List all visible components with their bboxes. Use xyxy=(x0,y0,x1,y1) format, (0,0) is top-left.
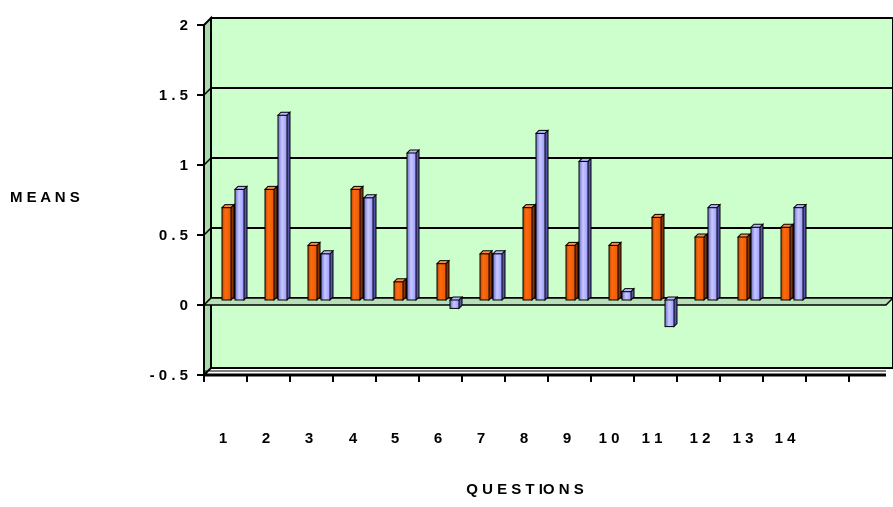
y-tick-label: 1 xyxy=(180,157,188,174)
bar-s1-q7 xyxy=(480,254,489,300)
bar-side-s2-q4 xyxy=(373,195,376,300)
x-tick-label: 8 xyxy=(520,430,528,447)
bar-side-s2-q7 xyxy=(502,251,505,300)
bar-s2-q7 xyxy=(493,254,502,300)
bar-s2-q10 xyxy=(622,292,631,300)
bar-side-s1-q12 xyxy=(704,234,707,300)
y-tick-label: 0 . 5 xyxy=(159,227,188,244)
bar-s2-q13 xyxy=(751,227,760,300)
bar-s2-q4 xyxy=(364,198,373,300)
bar-s2-q6 xyxy=(450,300,459,308)
bar-s1-q6 xyxy=(437,264,446,300)
bar-side-s1-q11 xyxy=(661,214,664,300)
bar-side-s1-q6 xyxy=(446,261,449,300)
bar-s1-q13 xyxy=(738,237,747,300)
bar-side-s2-q12 xyxy=(717,205,720,300)
x-tick-label: 1 1 xyxy=(642,430,663,447)
bar-side-s1-q9 xyxy=(575,242,578,300)
bar-side-s2-q1 xyxy=(244,186,247,300)
bar-s2-q8 xyxy=(536,133,545,300)
bar-side-s1-q2 xyxy=(274,186,277,300)
bar-side-s1-q10 xyxy=(618,242,621,300)
bar-side-s1-q3 xyxy=(317,242,320,300)
bar-s1-q2 xyxy=(265,189,274,300)
y-axis-title: M E A N S xyxy=(10,189,80,206)
x-tick-label: 1 0 xyxy=(599,430,620,447)
bar-s2-q3 xyxy=(321,254,330,300)
x-tick-label: 1 4 xyxy=(775,430,797,447)
x-tick-label: 1 xyxy=(219,430,227,447)
x-tick-label: 2 xyxy=(262,430,270,447)
bar-s1-q14 xyxy=(781,227,790,300)
bar-side-s1-q1 xyxy=(231,205,234,300)
bar-s1-q11 xyxy=(652,217,661,300)
bar-side-s1-q4 xyxy=(360,186,363,300)
bar-s2-q12 xyxy=(708,208,717,300)
plot-side-wall xyxy=(204,18,211,375)
y-tick-label: - 0 . 5 xyxy=(150,367,188,384)
x-tick-label: 7 xyxy=(477,430,485,447)
bar-s2-q11 xyxy=(665,300,674,327)
plot-back-wall xyxy=(211,18,893,368)
x-tick-label: 9 xyxy=(563,430,571,447)
bar-s2-q14 xyxy=(794,208,803,300)
bar-s1-q3 xyxy=(308,245,317,300)
bar-s2-q1 xyxy=(235,189,244,300)
x-tick-label: 1 2 xyxy=(690,430,711,447)
bar-s1-q9 xyxy=(566,245,575,300)
x-tick-label: 4 xyxy=(349,430,358,447)
bar-side-s2-q8 xyxy=(545,130,548,300)
bar-side-s2-q11 xyxy=(674,297,677,327)
x-tick-label: 6 xyxy=(434,430,442,447)
bar-s1-q12 xyxy=(695,237,704,300)
bar-side-s2-q13 xyxy=(760,224,763,300)
bar-s2-q9 xyxy=(579,161,588,300)
bar-side-s1-q5 xyxy=(403,279,406,300)
bar-s1-q10 xyxy=(609,245,618,300)
bar-side-s2-q14 xyxy=(803,205,806,300)
bar-s2-q5 xyxy=(407,153,416,300)
bar-side-s1-q14 xyxy=(790,224,793,300)
bar-s1-q1 xyxy=(222,208,231,300)
bar-side-s2-q9 xyxy=(588,158,591,300)
x-tick-label: 5 xyxy=(391,430,399,447)
bar-s1-q5 xyxy=(394,282,403,300)
y-tick-label: 1 . 5 xyxy=(159,87,188,104)
bar-side-s1-q7 xyxy=(489,251,492,300)
bar-s1-q4 xyxy=(351,189,360,300)
bar-side-s2-q2 xyxy=(287,112,290,300)
bar-s1-q8 xyxy=(523,208,532,300)
x-tick-label: 1 3 xyxy=(733,430,754,447)
x-axis-title: Q U E S T IO N S xyxy=(466,481,584,498)
bar-side-s2-q5 xyxy=(416,150,419,300)
x-tick-label: 3 xyxy=(305,430,313,447)
bar-side-s1-q8 xyxy=(532,205,535,300)
y-tick-label: 2 xyxy=(180,17,188,34)
bar-side-s1-q13 xyxy=(747,234,750,300)
bar-side-s2-q3 xyxy=(330,251,333,300)
y-tick-label: 0 xyxy=(180,297,188,314)
bar-s2-q2 xyxy=(278,115,287,300)
